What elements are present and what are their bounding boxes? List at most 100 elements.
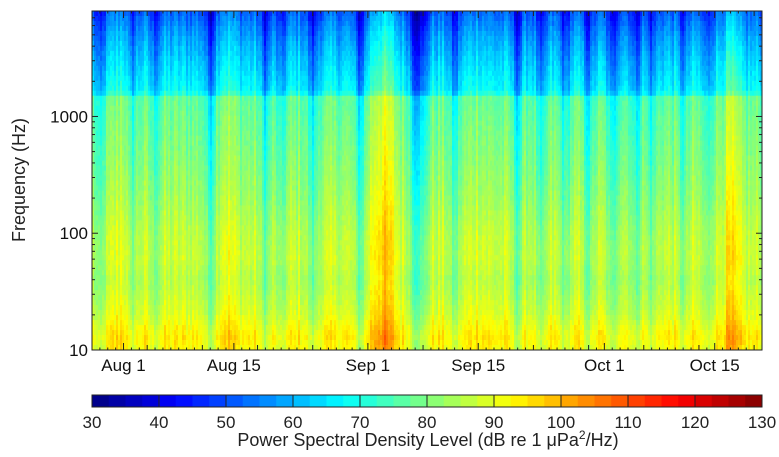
heatmap-cell [372, 30, 375, 37]
heatmap-cell [716, 20, 719, 27]
heatmap-cell [208, 65, 211, 72]
heatmap-cell [446, 30, 449, 37]
heatmap-cell [576, 50, 579, 57]
heatmap-cell [298, 60, 301, 67]
heatmap-cell [610, 15, 613, 22]
heatmap-cell [176, 70, 179, 77]
heatmap-cell [686, 25, 689, 32]
heatmap-cell [204, 45, 207, 52]
heatmap-cell [642, 25, 645, 32]
heatmap-cell [394, 45, 397, 52]
heatmap-cell [742, 60, 745, 67]
heatmap-cell [374, 35, 377, 42]
heatmap-cell [164, 80, 167, 87]
heatmap-cell [358, 45, 361, 52]
heatmap-cell [460, 40, 463, 47]
heatmap-cell [110, 60, 113, 67]
heatmap-cell [112, 55, 115, 62]
heatmap-cell [150, 45, 153, 52]
heatmap-cell [406, 35, 409, 42]
heatmap-cell [296, 40, 299, 47]
heatmap-cell [186, 55, 189, 62]
heatmap-cell [338, 70, 341, 77]
heatmap-cell [696, 75, 699, 82]
heatmap-cell [662, 30, 665, 37]
heatmap-cell [630, 40, 633, 47]
heatmap-cell [492, 30, 495, 37]
heatmap-cell [568, 11, 571, 17]
heatmap-cell [220, 70, 223, 77]
heatmap-cell [112, 40, 115, 47]
heatmap-cell [602, 20, 605, 27]
heatmap-cell [748, 40, 751, 47]
heatmap-cell [122, 50, 125, 57]
heatmap-cell [128, 70, 131, 77]
heatmap-cell [176, 11, 179, 17]
heatmap-cell [472, 60, 475, 67]
heatmap-cell [660, 40, 663, 47]
heatmap-cell [652, 20, 655, 27]
heatmap-cell [524, 25, 527, 32]
heatmap-cell [100, 30, 103, 37]
heatmap-cell [212, 50, 215, 57]
heatmap-cell [294, 80, 297, 87]
heatmap-cell [298, 35, 301, 42]
heatmap-cell [480, 40, 483, 47]
heatmap-cell [504, 30, 507, 37]
heatmap-cell [630, 45, 633, 52]
heatmap-cell [366, 80, 369, 87]
heatmap-cell [412, 11, 415, 17]
heatmap-cell [562, 15, 565, 22]
heatmap-cell [256, 15, 259, 22]
heatmap-cell [578, 40, 581, 47]
heatmap-cell [256, 60, 259, 67]
heatmap-cell [312, 15, 315, 22]
heatmap-cell [94, 11, 97, 17]
heatmap-cell [464, 40, 467, 47]
heatmap-cell [754, 11, 757, 17]
heatmap-cell [320, 50, 323, 57]
heatmap-cell [566, 20, 569, 27]
heatmap-cell [708, 35, 711, 42]
heatmap-cell [558, 60, 561, 67]
heatmap-cell [486, 65, 489, 72]
heatmap-cell [476, 80, 479, 87]
heatmap-cell [628, 55, 631, 62]
heatmap-cell [172, 70, 175, 77]
heatmap-cell [434, 55, 437, 62]
heatmap-cell [224, 30, 227, 37]
heatmap-cell [670, 11, 673, 17]
heatmap-cell [306, 15, 309, 22]
heatmap-cell [744, 45, 747, 52]
heatmap-cell [318, 40, 321, 47]
heatmap-cell [592, 40, 595, 47]
heatmap-cell [592, 20, 595, 27]
heatmap-cell [632, 80, 635, 87]
heatmap-cell [210, 25, 213, 32]
heatmap-cell [442, 80, 445, 87]
heatmap-cell [654, 45, 657, 52]
heatmap-cell [224, 75, 227, 82]
heatmap-cell [262, 35, 265, 42]
heatmap-cell [704, 20, 707, 27]
heatmap-cell [126, 45, 129, 52]
heatmap-cell [166, 11, 169, 17]
heatmap-cell [456, 75, 459, 82]
heatmap-cell [688, 75, 691, 82]
heatmap-cell [428, 35, 431, 42]
heatmap-cell [620, 70, 623, 77]
heatmap-cell [546, 65, 549, 72]
heatmap-cell [470, 75, 473, 82]
heatmap-cell [692, 45, 695, 52]
heatmap-cell [710, 11, 713, 17]
heatmap-cell [106, 25, 109, 32]
heatmap-cell [500, 30, 503, 37]
heatmap-cell [246, 45, 249, 52]
heatmap-cell [436, 60, 439, 67]
heatmap-cell [406, 15, 409, 22]
heatmap-cell [348, 65, 351, 72]
heatmap-cell [672, 11, 675, 17]
heatmap-cell [538, 50, 541, 57]
heatmap-cell [264, 55, 267, 62]
heatmap-cell [332, 75, 335, 82]
